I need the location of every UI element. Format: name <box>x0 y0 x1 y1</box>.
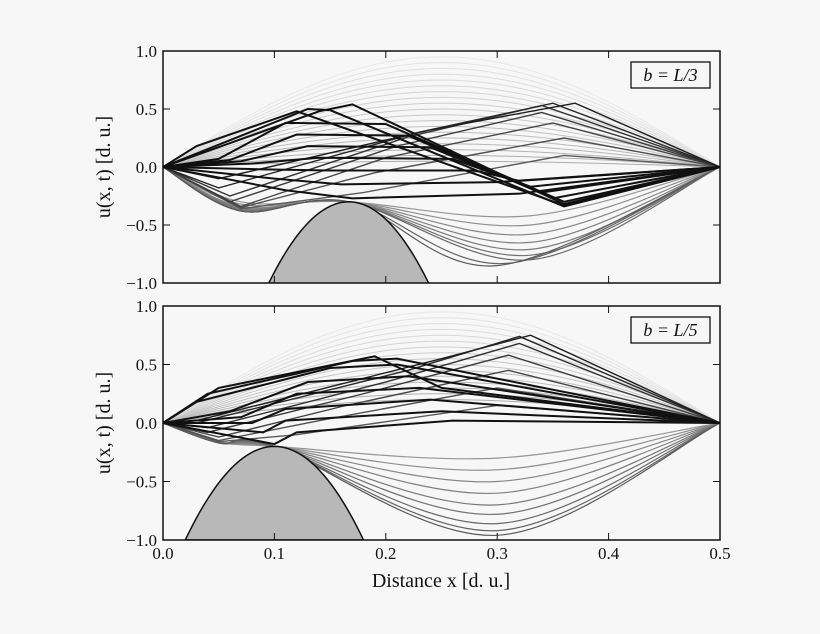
x-tick-label: 0.4 <box>598 544 620 563</box>
obstacle <box>184 445 365 540</box>
x-tick-label: 0.5 <box>709 544 730 563</box>
sine-curve <box>163 369 720 424</box>
kinked-curve <box>163 386 720 424</box>
sine-curve <box>163 79 720 168</box>
annotation-label: b = L/5 <box>643 320 697 340</box>
kinked-curve <box>163 107 720 208</box>
sine-curve <box>163 328 720 424</box>
sine-curve <box>163 67 720 168</box>
sine-curve <box>163 73 720 168</box>
x-tick-label: 0.1 <box>264 544 285 563</box>
rebound-curve <box>163 387 720 442</box>
sine-curve <box>163 317 720 424</box>
sine-curve <box>163 120 720 168</box>
x-axis-label: Distance x [d. u.] <box>372 570 510 592</box>
contact-curve <box>163 422 720 536</box>
y-tick-label: −0.5 <box>126 216 157 235</box>
kinked-curve <box>163 419 720 446</box>
kinked-curve <box>163 133 720 200</box>
annotation-box <box>630 316 711 344</box>
plot-content <box>163 56 720 283</box>
y-tick-label: 0.5 <box>136 100 157 119</box>
obstacle <box>267 201 430 283</box>
contact-curve <box>163 166 720 257</box>
plot-content <box>163 311 720 540</box>
kinked-curve <box>163 145 720 194</box>
sine-curve <box>163 137 720 168</box>
panel-top: 1.0 0.5 0.0 −0.5 −1.0 u(x, t) [d. u.] b = L/3 <box>93 42 721 293</box>
x-tick-label: 0.2 <box>375 544 396 563</box>
rebound-curve <box>163 369 720 438</box>
sine-curve <box>163 346 720 424</box>
sine-curve <box>163 114 720 168</box>
kinked-curve <box>163 166 720 186</box>
y-tick-label: 1.0 <box>136 42 157 61</box>
y-tick-label: 0.5 <box>136 356 157 375</box>
y-axis-label: u(x, t) [d. u.] <box>93 372 115 474</box>
y-tick-label: 1.0 <box>136 297 157 316</box>
rebound-curve <box>163 104 720 197</box>
annotation-box <box>630 61 711 89</box>
panel-bottom: 0.0 0.1 0.2 0.3 0.4 0.5 1.0 0.5 0.0 −0.5 −1.0 u(x, … <box>93 297 731 563</box>
plot-area <box>163 51 720 283</box>
kinked-curve <box>163 156 720 188</box>
sine-curve <box>163 311 720 424</box>
x-tick-label: 0.0 <box>152 544 173 563</box>
kinked-curve <box>163 103 720 206</box>
kinked-curve <box>163 166 720 200</box>
y-tick-label: 0.0 <box>136 414 157 433</box>
sine-curve <box>163 334 720 424</box>
sine-curve <box>163 352 720 424</box>
x-tick-label: 0.3 <box>487 544 508 563</box>
kinked-curve <box>163 398 720 424</box>
y-axis-label: u(x, t) [d. u.] <box>93 116 115 218</box>
y-tick-label: 0.0 <box>136 158 157 177</box>
sine-curve <box>163 56 720 168</box>
sine-curve <box>163 125 720 168</box>
kinked-curve <box>163 375 720 424</box>
kinked-curve <box>163 410 720 434</box>
sine-curve <box>163 323 720 424</box>
y-tick-label: −0.5 <box>126 473 157 492</box>
kinked-curve <box>163 363 720 424</box>
sine-curve <box>163 143 720 168</box>
kinked-curve <box>163 121 720 203</box>
y-tick-label: −1.0 <box>126 274 157 293</box>
contact-curve <box>163 166 720 236</box>
sine-curve <box>163 62 720 168</box>
y-tick-label: −1.0 <box>126 531 157 550</box>
contact-curve <box>163 166 720 218</box>
contact-curve <box>163 166 720 244</box>
annotation-label: b = L/3 <box>643 65 697 85</box>
